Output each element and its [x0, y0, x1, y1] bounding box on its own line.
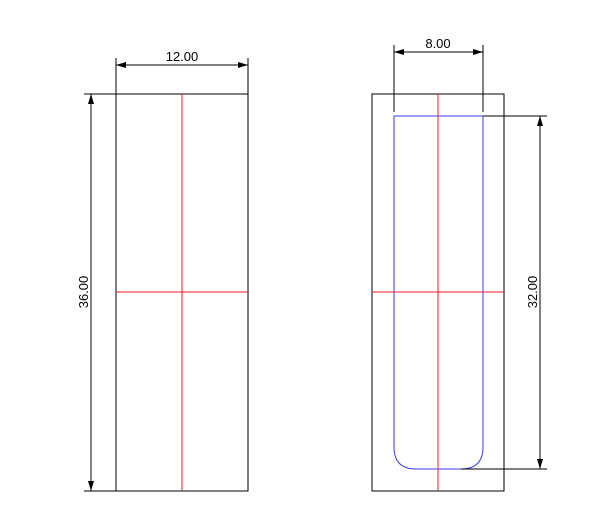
left-view: 12.00 36.00 — [76, 49, 249, 492]
left-height-label: 36.00 — [76, 276, 91, 309]
left-height-dimension: 36.00 — [76, 93, 116, 492]
right-width-dimension: 8.00 — [393, 36, 484, 112]
right-width-label: 8.00 — [425, 36, 450, 51]
right-height-dimension: 32.00 — [461, 115, 547, 470]
left-width-label: 12.00 — [166, 49, 199, 64]
right-height-label: 32.00 — [525, 276, 540, 309]
right-view: 8.00 32.00 — [371, 36, 547, 492]
left-width-dimension: 12.00 — [115, 49, 249, 94]
